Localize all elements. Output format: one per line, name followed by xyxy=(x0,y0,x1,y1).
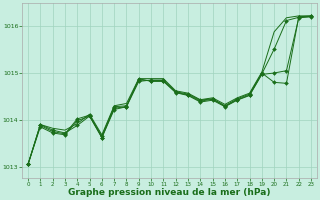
X-axis label: Graphe pression niveau de la mer (hPa): Graphe pression niveau de la mer (hPa) xyxy=(68,188,271,197)
